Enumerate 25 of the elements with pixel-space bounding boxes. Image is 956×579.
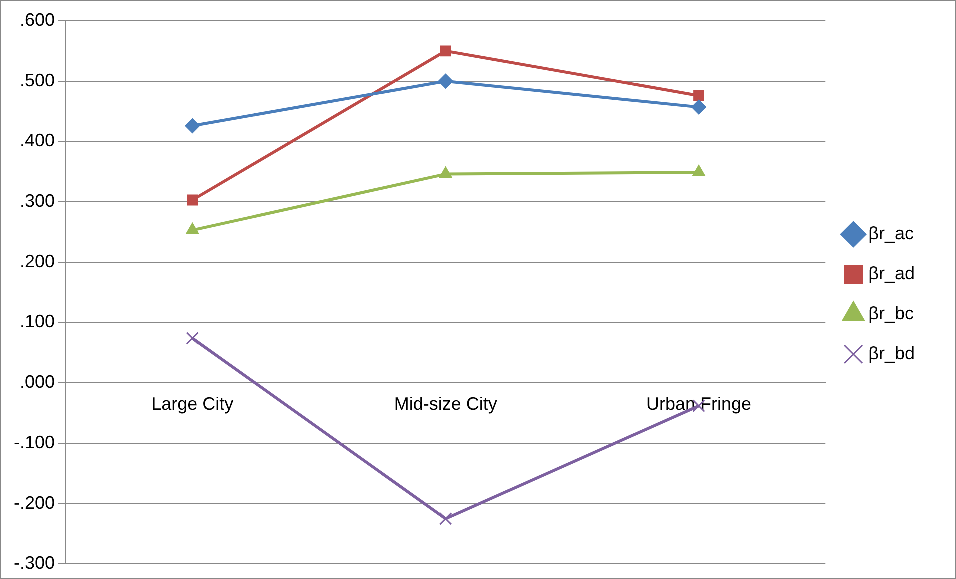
y-tick-label: .300 — [20, 191, 56, 212]
y-tick-label: .000 — [20, 372, 56, 392]
y-tick-label: .600 — [20, 10, 56, 30]
y-tick-label: -.200 — [14, 492, 56, 513]
legend-label: βr_ad — [868, 263, 916, 284]
point — [187, 194, 198, 206]
point — [185, 118, 200, 134]
y-tick-label: .400 — [20, 130, 56, 151]
y-tick-label: -.100 — [14, 432, 56, 452]
y-tick-label: .100 — [20, 312, 56, 332]
point — [694, 90, 704, 102]
point — [186, 332, 200, 345]
y-tick-label: .200 — [20, 251, 56, 272]
point — [439, 512, 452, 526]
x-tick-label: Mid-size City — [394, 394, 498, 414]
y-tick-label: -.300 — [14, 553, 56, 574]
x-tick-label: Urban Fringe — [646, 394, 752, 414]
legend-label: βr_bc — [868, 303, 914, 324]
legend-label: βr_ac — [868, 223, 914, 244]
legend-label: βr_bd — [868, 343, 916, 364]
x-tick-label: Large City — [152, 394, 234, 414]
point — [440, 46, 452, 57]
y-tick-label: .500 — [20, 70, 56, 90]
point — [692, 100, 707, 115]
point — [438, 74, 454, 89]
